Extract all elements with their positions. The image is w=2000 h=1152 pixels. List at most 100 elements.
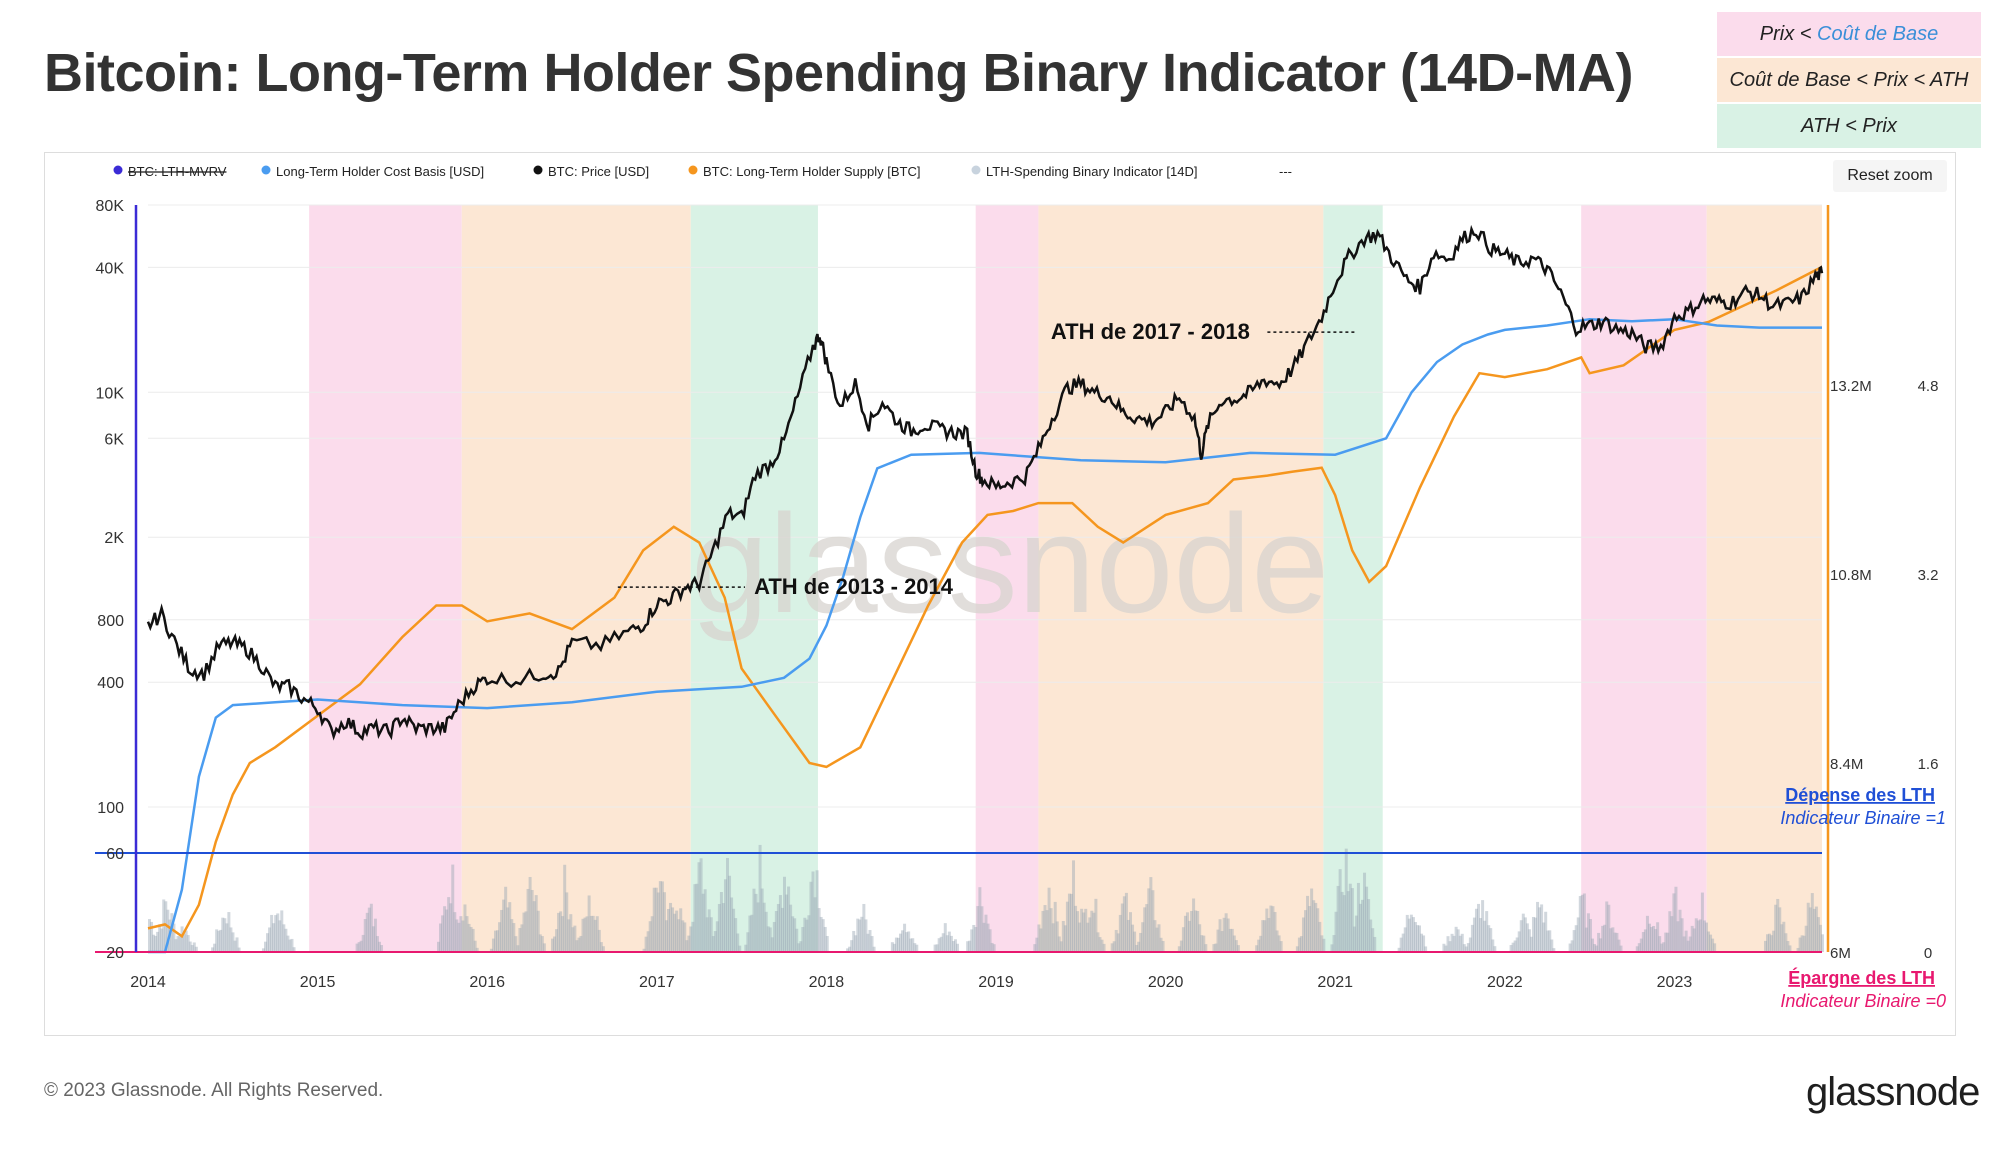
binary-indicator-bar xyxy=(225,923,229,952)
binary-indicator-bar xyxy=(677,919,681,952)
binary-indicator-bar xyxy=(1273,911,1277,952)
binary-indicator-bar xyxy=(542,943,546,952)
binary-indicator-bar xyxy=(284,928,288,952)
binary-indicator-bar xyxy=(1639,938,1643,952)
binary-indicator-bar xyxy=(1361,899,1365,952)
binary-indicator-bar xyxy=(1265,908,1269,952)
binary-indicator-bar xyxy=(1776,898,1780,952)
binary-indicator-bar xyxy=(785,894,789,952)
binary-indicator-bar xyxy=(500,909,504,952)
binary-indicator-bar xyxy=(671,907,675,952)
binary-indicator-bar xyxy=(1234,940,1238,952)
binary-indicator-bar xyxy=(1295,946,1299,952)
binary-indicator-bar xyxy=(764,911,768,952)
binary-indicator-bar xyxy=(1672,893,1676,952)
binary-indicator-bar xyxy=(817,908,821,952)
binary-indicator-bar xyxy=(1116,933,1120,952)
binary-indicator-bar xyxy=(156,931,160,952)
binary-indicator-bar xyxy=(1713,943,1717,952)
binary-indicator-bar xyxy=(1198,924,1202,952)
binary-indicator-bar xyxy=(652,887,656,952)
binary-indicator-bar xyxy=(459,916,463,952)
binary-indicator-bar xyxy=(858,919,862,952)
binary-indicator-bar xyxy=(1534,917,1538,952)
binary-indicator-bar xyxy=(573,925,577,952)
binary-indicator-bar xyxy=(687,935,691,952)
binary-indicator-bar xyxy=(1043,905,1047,952)
binary-indicator-bar xyxy=(848,946,852,952)
binary-indicator-bar xyxy=(713,931,717,952)
binary-indicator-bar xyxy=(795,928,799,952)
binary-indicator-bar xyxy=(1216,929,1220,952)
binary-indicator-bar xyxy=(693,884,697,952)
region-band-pink xyxy=(1581,205,1707,952)
binary-indicator-bar xyxy=(1212,944,1216,952)
binary-indicator-bar xyxy=(1597,932,1601,952)
binary-indicator-bar xyxy=(1619,945,1623,952)
binary-indicator-bar xyxy=(473,940,477,952)
binary-indicator-bar xyxy=(1124,892,1128,952)
binary-indicator-bar xyxy=(288,939,292,952)
binary-indicator-bar xyxy=(1334,911,1338,952)
x-tick-label: 2021 xyxy=(1317,974,1353,991)
binary-indicator-bar xyxy=(268,927,272,952)
binary-indicator-bar xyxy=(1485,911,1489,952)
annotations: ATH de 2013 - 2014 ATH de 2017 - 2018 Dépe… xyxy=(617,319,1946,1011)
binary-indicator-bar xyxy=(982,922,986,952)
binary-indicator-bar xyxy=(1778,907,1782,952)
binary-indicator-bar xyxy=(1680,918,1684,952)
binary-indicator-bar xyxy=(972,924,976,952)
binary-indicator-bar xyxy=(536,910,540,952)
lth-supply-line xyxy=(147,265,1823,939)
series-lines xyxy=(146,224,1824,954)
binary-indicator-bar xyxy=(1310,888,1314,952)
binary-indicator-bar xyxy=(190,945,194,952)
binary-indicator-bar xyxy=(1664,932,1668,952)
binary-indicator-bar xyxy=(988,929,992,952)
binary-indicator-bar xyxy=(1584,927,1588,952)
binary-indicator-bar xyxy=(1214,943,1218,952)
binary-indicator-bar xyxy=(703,889,707,952)
binary-indicator-bar xyxy=(1299,936,1303,952)
binary-indicator-bar xyxy=(1194,910,1198,952)
binary-indicator-bar xyxy=(229,927,233,952)
binary-indicator-bar xyxy=(1332,935,1336,952)
x-tick-label: 2020 xyxy=(1148,974,1184,991)
binary-indicator-bar xyxy=(217,930,221,952)
binary-indicator-bar xyxy=(1179,940,1183,952)
binary-indicator-bar xyxy=(447,897,451,952)
binary-indicator-bar xyxy=(791,916,795,952)
binary-indicator-bar xyxy=(540,936,544,952)
binary-indicator-bar xyxy=(1684,930,1688,952)
y-left-tick-label: 2K xyxy=(104,530,124,547)
legend-item: Long-Term Holder Cost Basis [USD] xyxy=(276,164,484,179)
binary-indicator-bar xyxy=(760,888,764,952)
binary-indicator-bar xyxy=(1316,908,1320,952)
binary-indicator-bar xyxy=(850,940,854,952)
binary-indicator-bar xyxy=(1570,940,1574,952)
binary-indicator-bar xyxy=(524,911,528,952)
binary-indicator-bar xyxy=(909,938,913,952)
binary-indicator-bar xyxy=(905,932,909,952)
binary-indicator-bar xyxy=(1460,933,1464,952)
binary-indicator-bar xyxy=(846,948,850,952)
binary-indicator-bar xyxy=(744,944,748,952)
region-band-green xyxy=(690,205,818,952)
y-left-tick-label: 10K xyxy=(96,385,125,402)
y-left-tick-label: 800 xyxy=(97,613,124,630)
binary-indicator-bar xyxy=(758,844,762,952)
binary-indicator-bar xyxy=(1149,877,1153,952)
binary-indicator-bar xyxy=(1572,930,1576,952)
binary-indicator-bar xyxy=(575,940,579,952)
binary-indicator-bar xyxy=(1674,886,1678,952)
binary-indicator-bar xyxy=(534,895,538,952)
reset-zoom-button[interactable]: Reset zoom xyxy=(1833,160,1947,192)
legend-marker xyxy=(533,165,543,175)
binary-indicator-bar xyxy=(170,913,174,952)
binary-indicator-bar xyxy=(1067,893,1071,952)
binary-indicator-bar xyxy=(274,915,278,952)
binary-indicator-bar xyxy=(1804,925,1808,952)
binary-indicator-bar xyxy=(809,881,813,952)
binary-indicator-bar xyxy=(801,927,805,952)
binary-indicator-bar xyxy=(579,935,583,952)
